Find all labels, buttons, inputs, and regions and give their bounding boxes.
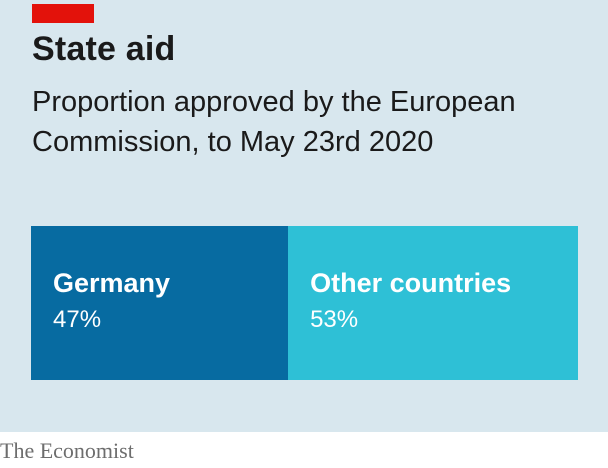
chart-title: State aid: [32, 30, 176, 68]
bar-segment-other-countries: Other countries 53%: [288, 226, 578, 380]
segment-label-germany: Germany: [53, 268, 171, 298]
bar-segment-germany: Germany 47%: [31, 226, 289, 380]
source-credit: The Economist: [0, 438, 134, 463]
stacked-bar: Germany 47% Other countries 53%: [31, 226, 578, 380]
segment-value-germany: 47%: [53, 306, 102, 333]
chart-panel: State aid Proportion approved by the Eur…: [0, 0, 608, 432]
segment-value-other-countries: 53%: [310, 306, 359, 333]
brand-accent-bar: [32, 4, 94, 23]
segment-label-other-countries: Other countries: [310, 268, 512, 298]
chart-subtitle: Proportion approved by the European Comm…: [32, 86, 516, 158]
